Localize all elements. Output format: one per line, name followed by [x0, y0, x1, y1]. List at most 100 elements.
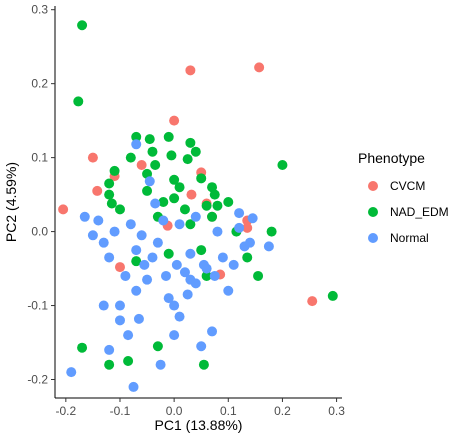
y-tick-label: 0.2 — [31, 77, 48, 91]
point-nad-edm — [131, 256, 142, 267]
point-normal — [228, 259, 239, 270]
point-normal — [190, 278, 201, 289]
point-normal — [196, 341, 207, 352]
point-nad-edm — [150, 160, 161, 171]
y-axis-ticks: -0.2 -0.1 0.0 0.1 0.2 0.3 — [27, 3, 55, 387]
point-nad-edm — [201, 270, 212, 281]
point-nad-edm — [169, 174, 180, 185]
point-nad-edm — [185, 137, 196, 148]
point-normal — [144, 176, 155, 187]
y-tick-label: -0.2 — [27, 373, 48, 387]
point-nad-edm — [163, 131, 174, 142]
point-normal — [234, 208, 245, 219]
point-normal — [171, 259, 182, 270]
point-normal — [114, 300, 125, 311]
point-normal — [142, 274, 153, 285]
point-normal — [152, 237, 163, 248]
point-normal — [201, 263, 212, 274]
point-nad-edm — [166, 150, 177, 161]
point-cvcm — [87, 152, 98, 163]
point-normal — [133, 313, 144, 324]
point-nad-edm — [147, 146, 158, 157]
legend-label-cvcm: CVCM — [390, 179, 425, 193]
point-normal — [87, 230, 98, 241]
point-normal — [66, 367, 77, 378]
x-tick-label: 0.2 — [274, 404, 291, 418]
point-nad-edm — [77, 342, 88, 353]
point-nad-edm — [179, 204, 190, 215]
point-nad-edm — [201, 200, 212, 211]
point-nad-edm — [106, 198, 117, 209]
point-normal — [207, 326, 218, 337]
point-nad-edm — [163, 248, 174, 259]
legend-title: Phenotype — [358, 150, 425, 166]
point-cvcm — [58, 204, 69, 215]
axes: -0.2 -0.1 0.0 0.1 0.2 0.3 -0.2 -0.1 0.0 0.1 0.2 0.… — [27, 3, 345, 418]
point-normal — [109, 226, 120, 237]
point-normal — [98, 237, 109, 248]
x-tick-label: -0.2 — [55, 404, 76, 418]
point-nad-edm — [142, 185, 153, 196]
point-nad-edm — [144, 134, 155, 145]
point-nad-edm — [198, 359, 209, 370]
point-normal — [158, 215, 169, 226]
point-nad-edm — [104, 359, 115, 370]
legend-label-normal: Normal — [390, 231, 429, 245]
point-normal — [139, 259, 150, 270]
point-normal — [98, 300, 109, 311]
point-nad-edm — [223, 197, 234, 207]
point-nad-edm — [125, 152, 136, 163]
point-nad-edm — [104, 178, 115, 189]
point-nad-edm — [209, 189, 220, 200]
point-nad-edm — [196, 173, 207, 184]
point-nad-edm — [169, 193, 180, 204]
point-normal — [161, 270, 172, 281]
point-nad-edm — [327, 290, 338, 301]
point-nad-edm — [212, 200, 223, 211]
point-normal — [169, 300, 180, 311]
legend-key-nad-edm — [368, 207, 378, 217]
point-normal — [93, 215, 104, 226]
point-cvcm — [114, 262, 125, 273]
point-nad-edm — [123, 356, 134, 367]
point-normal — [212, 226, 223, 237]
point-normal — [217, 252, 228, 263]
y-tick-label: 0.1 — [31, 151, 48, 165]
y-tick-label: 0.3 — [31, 3, 48, 17]
point-normal — [131, 139, 142, 150]
y-axis-title: PC2 (4.59%) — [3, 162, 19, 242]
point-normal — [131, 245, 142, 256]
point-normal — [155, 359, 166, 370]
point-normal — [209, 270, 220, 281]
data-points — [58, 20, 338, 392]
point-normal — [174, 219, 185, 230]
point-nad-edm — [207, 211, 218, 222]
point-nad-edm — [131, 131, 142, 142]
point-cvcm — [254, 62, 265, 73]
point-normal — [104, 344, 115, 355]
point-nad-edm — [242, 252, 253, 263]
point-normal — [123, 330, 134, 341]
point-normal — [247, 213, 258, 224]
point-cvcm — [186, 189, 197, 200]
point-normal — [234, 222, 245, 233]
point-nad-edm — [73, 96, 84, 107]
legend-items: CVCM NAD_EDM Normal — [368, 179, 449, 245]
point-nad-edm — [266, 226, 277, 237]
legend: Phenotype CVCM NAD_EDM Normal — [358, 150, 449, 245]
point-normal — [136, 230, 147, 241]
point-nad-edm — [174, 182, 185, 193]
point-normal — [131, 285, 142, 296]
point-nad-edm — [185, 219, 196, 230]
x-tick-label: 0.0 — [166, 404, 183, 418]
point-normal — [114, 315, 125, 326]
point-nad-edm — [277, 160, 288, 171]
point-normal — [104, 252, 115, 263]
y-tick-label: 0.0 — [31, 225, 48, 239]
point-cvcm — [136, 160, 147, 171]
point-normal — [125, 219, 136, 230]
y-tick-label: -0.1 — [27, 299, 48, 313]
point-nad-edm — [196, 245, 207, 256]
point-nad-edm — [190, 146, 201, 157]
